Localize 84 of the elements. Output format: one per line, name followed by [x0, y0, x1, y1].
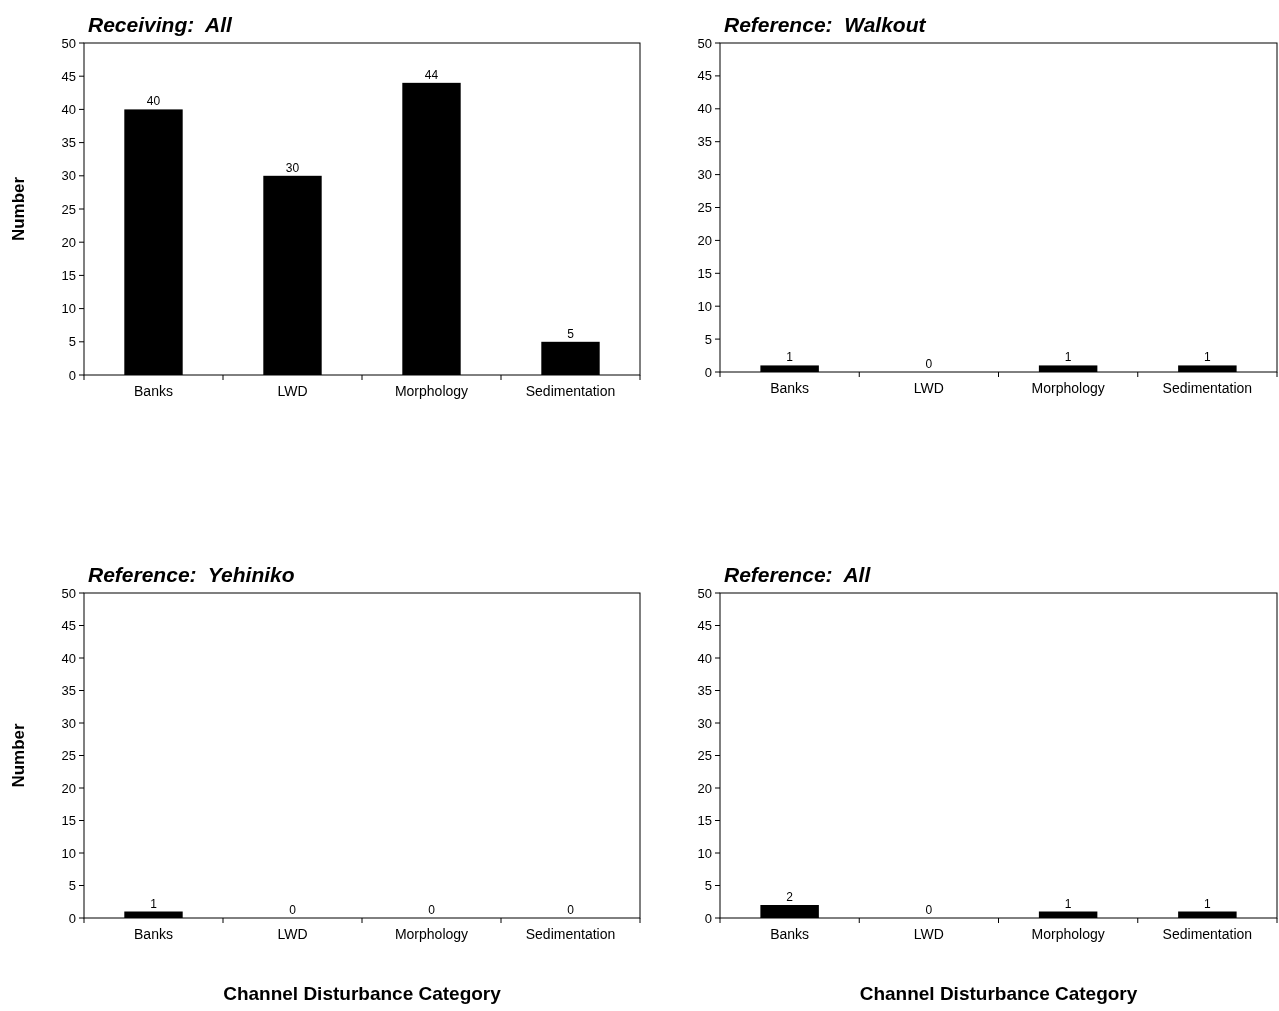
- y-tick-label: 25: [697, 748, 712, 764]
- x-tick-label: LWD: [913, 926, 944, 942]
- y-tick-label: 0: [704, 364, 712, 380]
- data-label: 0: [925, 357, 933, 371]
- data-label: 5: [567, 326, 575, 341]
- y-tick-label: 5: [704, 331, 712, 347]
- data-label: 0: [428, 903, 436, 917]
- y-axis-title: Number: [9, 723, 28, 788]
- y-tick-label: 40: [61, 650, 76, 666]
- y-tick-label: 45: [697, 618, 712, 634]
- y-tick-label: 50: [61, 35, 76, 51]
- y-tick-label: 5: [704, 878, 712, 894]
- y-tick-label: 15: [697, 265, 712, 281]
- y-tick-label: 30: [61, 715, 76, 731]
- x-axis-title: Channel Disturbance Category: [223, 983, 502, 1004]
- y-tick-label: 0: [704, 910, 712, 926]
- y-tick-label: 35: [697, 683, 712, 699]
- y-tick-label: 40: [697, 650, 712, 666]
- data-label: 1: [1204, 896, 1212, 911]
- data-label: 1: [1064, 896, 1072, 911]
- y-tick-label: 10: [697, 298, 712, 314]
- y-tick-label: 50: [697, 35, 712, 51]
- data-label: 1: [1064, 350, 1072, 365]
- y-tick-label: 15: [61, 813, 76, 829]
- data-label: 1: [1204, 350, 1212, 365]
- x-tick-label: Sedimentation: [525, 926, 616, 942]
- y-tick-label: 5: [68, 334, 76, 350]
- x-axis-title: Channel Disturbance Category: [859, 983, 1138, 1004]
- y-tick-label: 30: [61, 168, 76, 184]
- y-tick-label: 15: [697, 813, 712, 829]
- y-tick-label: 20: [61, 234, 76, 250]
- data-label: 1: [786, 350, 794, 365]
- data-label: 44: [424, 67, 439, 82]
- y-tick-label: 10: [61, 845, 76, 861]
- y-tick-label: 15: [61, 267, 76, 283]
- chart-title: Reference: Yehiniko: [88, 563, 295, 586]
- y-tick-label: 0: [68, 910, 76, 926]
- x-tick-label: Banks: [134, 383, 173, 399]
- data-label: 0: [925, 903, 933, 917]
- y-tick-label: 30: [697, 715, 712, 731]
- data-label: 0: [567, 903, 575, 917]
- y-tick-label: 10: [697, 845, 712, 861]
- x-tick-label: LWD: [913, 380, 944, 396]
- x-tick-label: Morphology: [394, 383, 469, 399]
- y-tick-label: 45: [61, 618, 76, 634]
- y-tick-label: 20: [697, 232, 712, 248]
- y-tick-label: 10: [61, 301, 76, 317]
- x-tick-label: Morphology: [1031, 926, 1105, 942]
- data-label: 40: [146, 94, 161, 109]
- x-tick-label: Sedimentation: [1162, 380, 1253, 396]
- x-tick-label: Banks: [770, 380, 810, 396]
- y-tick-label: 5: [68, 878, 76, 894]
- data-label: 2: [786, 890, 794, 904]
- chart-title: Reference: All: [724, 563, 872, 586]
- x-tick-label: Banks: [770, 926, 810, 942]
- y-tick-label: 25: [61, 748, 76, 764]
- y-tick-label: 35: [61, 683, 76, 699]
- x-tick-label: Sedimentation: [525, 383, 616, 399]
- x-tick-label: Banks: [134, 926, 173, 942]
- y-tick-label: 45: [697, 68, 712, 84]
- y-tick-label: 50: [697, 585, 712, 601]
- y-tick-label: 0: [68, 367, 76, 383]
- y-tick-label: 25: [697, 200, 712, 216]
- x-tick-label: Morphology: [1031, 380, 1105, 396]
- x-tick-label: Sedimentation: [1162, 926, 1253, 942]
- y-tick-label: 45: [61, 68, 76, 84]
- y-tick-label: 40: [697, 101, 712, 117]
- x-tick-label: Morphology: [394, 926, 469, 942]
- y-tick-label: 50: [61, 585, 76, 601]
- y-tick-label: 20: [61, 780, 76, 796]
- data-label: 30: [285, 160, 300, 175]
- y-tick-label: 20: [697, 780, 712, 796]
- y-tick-label: 40: [61, 101, 76, 117]
- y-axis-title: Number: [9, 176, 28, 242]
- y-tick-label: 35: [61, 135, 76, 151]
- y-tick-label: 30: [697, 167, 712, 183]
- data-label: 0: [289, 903, 297, 917]
- chart-title: Reference: Walkout: [724, 13, 927, 36]
- chart-title: Receiving: All: [88, 13, 234, 36]
- x-tick-label: LWD: [277, 383, 308, 399]
- data-label: 1: [150, 896, 158, 911]
- x-tick-label: LWD: [277, 926, 308, 942]
- y-tick-label: 25: [61, 201, 76, 217]
- y-tick-label: 35: [697, 134, 712, 150]
